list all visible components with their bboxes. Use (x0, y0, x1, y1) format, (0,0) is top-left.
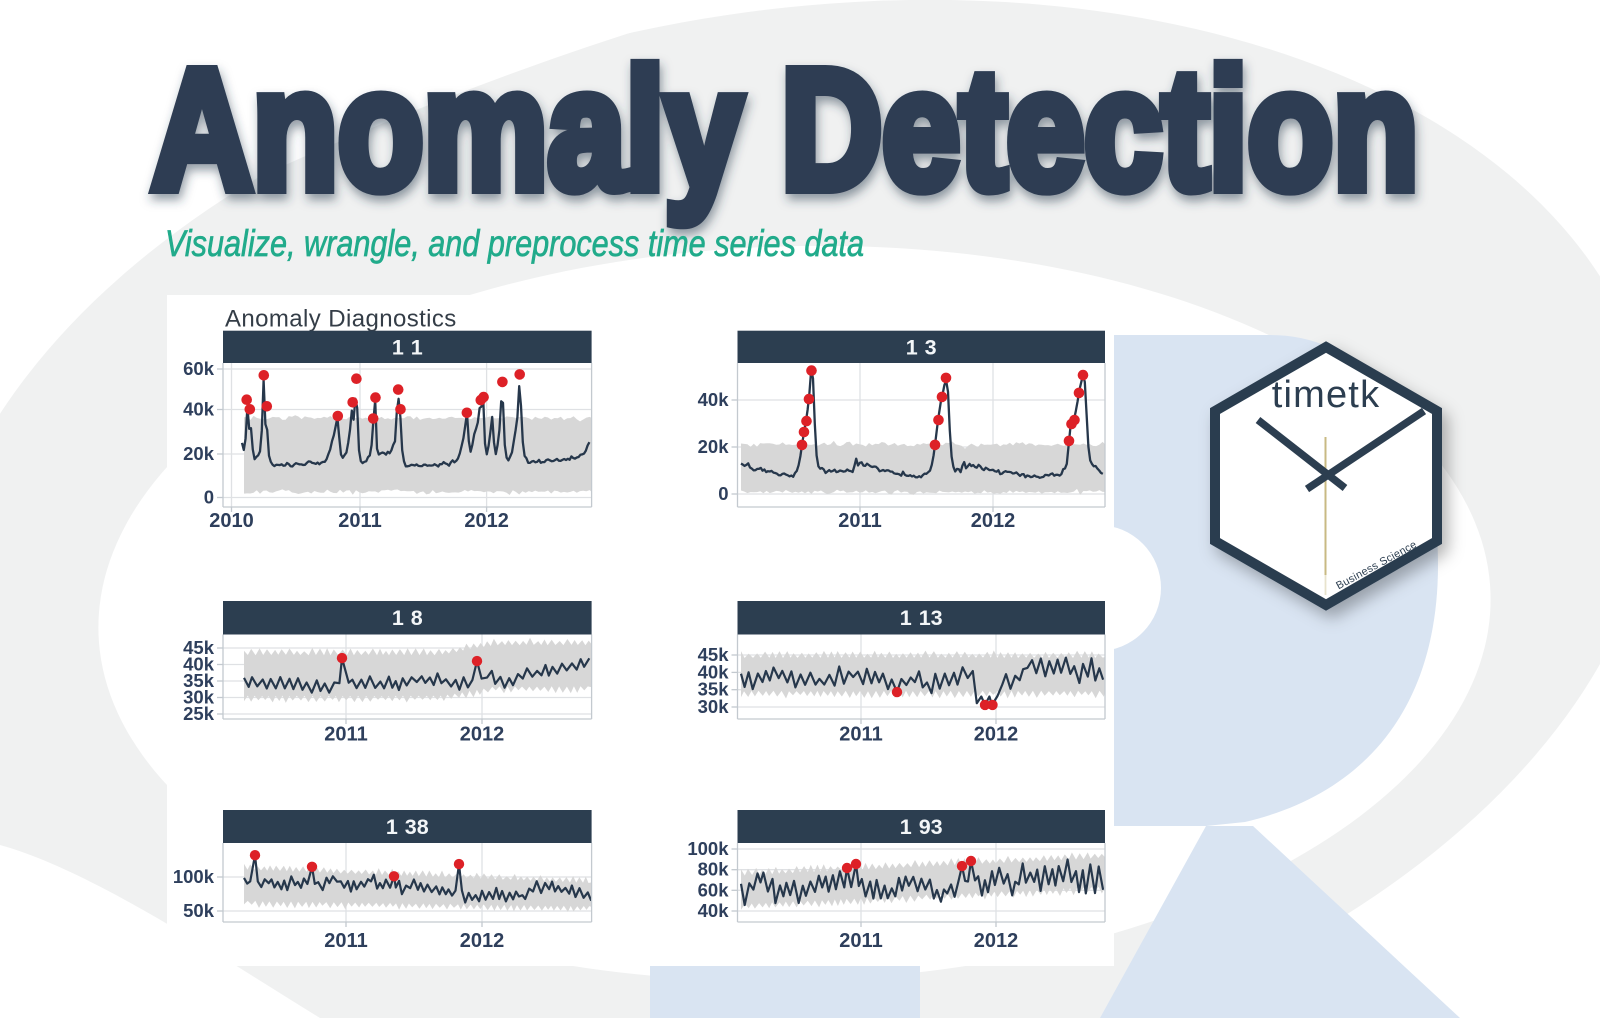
svg-text:2011: 2011 (839, 724, 882, 746)
svg-text:Anomaly Detection: Anomaly Detection (152, 35, 1419, 225)
svg-text:2012: 2012 (460, 724, 505, 746)
svg-text:40k: 40k (698, 389, 730, 410)
svg-text:100k: 100k (173, 866, 215, 887)
svg-text:45k: 45k (183, 637, 215, 658)
svg-text:100k: 100k (687, 838, 729, 859)
svg-text:40k: 40k (183, 654, 215, 675)
svg-text:0: 0 (718, 483, 728, 504)
svg-text:Visualize, wrangle, and prepro: Visualize, wrangle, and preprocess time … (165, 223, 864, 264)
svg-text:60k: 60k (698, 879, 730, 900)
svg-text:2011: 2011 (838, 510, 881, 532)
svg-text:1 1: 1 1 (392, 335, 423, 359)
svg-text:2012: 2012 (971, 510, 1016, 532)
svg-text:2012: 2012 (974, 724, 1019, 746)
svg-text:1 8: 1 8 (392, 606, 423, 630)
svg-text:2010: 2010 (209, 510, 254, 532)
svg-text:2011: 2011 (338, 510, 381, 532)
svg-text:30k: 30k (698, 696, 730, 717)
svg-text:35k: 35k (183, 670, 215, 691)
svg-text:Anomaly Diagnostics: Anomaly Diagnostics (225, 306, 457, 333)
svg-text:1 3: 1 3 (906, 335, 937, 359)
svg-text:2011: 2011 (839, 930, 882, 952)
svg-text:0: 0 (204, 487, 214, 508)
svg-text:30k: 30k (183, 687, 215, 708)
svg-text:40k: 40k (698, 661, 730, 682)
svg-text:45k: 45k (698, 644, 730, 665)
svg-text:2012: 2012 (460, 930, 505, 952)
svg-text:35k: 35k (698, 679, 730, 700)
svg-text:20k: 20k (698, 436, 730, 457)
svg-text:timetk: timetk (1272, 374, 1381, 416)
svg-text:2012: 2012 (464, 510, 509, 532)
svg-text:40k: 40k (183, 399, 215, 420)
svg-text:2011: 2011 (324, 724, 367, 746)
svg-text:1 38: 1 38 (386, 815, 429, 839)
svg-text:2012: 2012 (974, 930, 1019, 952)
svg-text:80k: 80k (698, 859, 730, 880)
svg-text:40k: 40k (698, 900, 730, 921)
svg-text:50k: 50k (183, 900, 215, 921)
svg-text:60k: 60k (183, 358, 215, 379)
svg-text:1 93: 1 93 (900, 815, 943, 839)
svg-text:25k: 25k (183, 703, 215, 724)
svg-text:1 13: 1 13 (900, 606, 943, 630)
svg-text:2011: 2011 (324, 930, 367, 952)
svg-text:20k: 20k (183, 443, 215, 464)
